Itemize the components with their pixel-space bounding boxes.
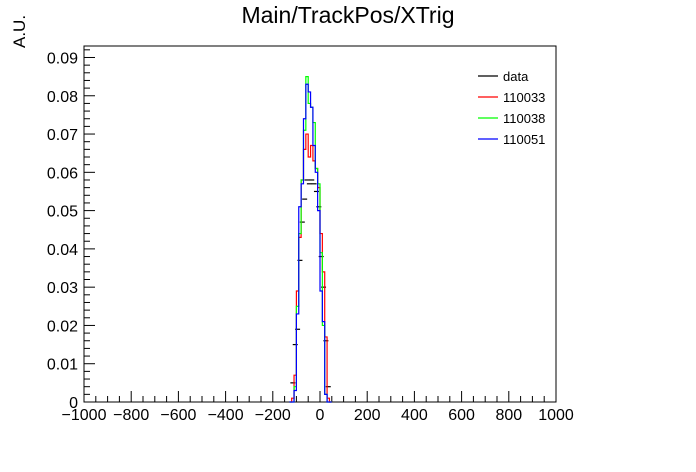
x-tick-label: −1000	[62, 407, 107, 424]
x-tick-label: 800	[495, 407, 522, 424]
y-tick-label: 0.05	[47, 204, 78, 221]
y-tick-label: 0.03	[47, 280, 78, 297]
y-tick-label: 0.04	[47, 242, 78, 259]
y-axis-ticks: 0 0.01 0.02 0.03 0.04 0.05 0.06 0.07 0.08 0.09	[47, 49, 95, 412]
legend: data 110033 110038 110051	[478, 69, 545, 147]
series-110033-line	[289, 133, 332, 403]
y-tick-label: 0.08	[47, 89, 78, 106]
y-tick-label: 0.01	[47, 357, 78, 374]
x-tick-label: −400	[208, 407, 244, 424]
legend-label-110033: 110033	[503, 90, 545, 105]
y-tick-label: 0.09	[47, 50, 78, 67]
x-tick-label: −600	[160, 407, 196, 424]
series-group	[289, 76, 332, 403]
series-110051-line	[289, 83, 332, 403]
legend-label-110051: 110051	[503, 132, 545, 147]
x-axis-ticks: −1000 −800 −600 −400 −200 0 200 400 600 800 1000	[62, 391, 574, 424]
x-tick-label: 0	[316, 407, 325, 424]
chart-title: Main/TrackPos/XTrig	[241, 2, 455, 28]
y-tick-label: 0	[69, 395, 78, 412]
legend-label-110038: 110038	[503, 111, 545, 126]
x-tick-label: −200	[255, 407, 291, 424]
x-tick-label: 200	[354, 407, 381, 424]
x-tick-label: −800	[113, 407, 149, 424]
y-tick-label: 0.07	[47, 127, 78, 144]
y-tick-label: 0.02	[47, 318, 78, 335]
series-110038-line	[289, 76, 332, 403]
legend-label-data: data	[503, 69, 529, 84]
x-tick-label: 600	[448, 407, 475, 424]
y-tick-label: 0.06	[47, 165, 78, 182]
x-tick-label: 1000	[538, 407, 574, 424]
x-tick-label: 400	[401, 407, 428, 424]
